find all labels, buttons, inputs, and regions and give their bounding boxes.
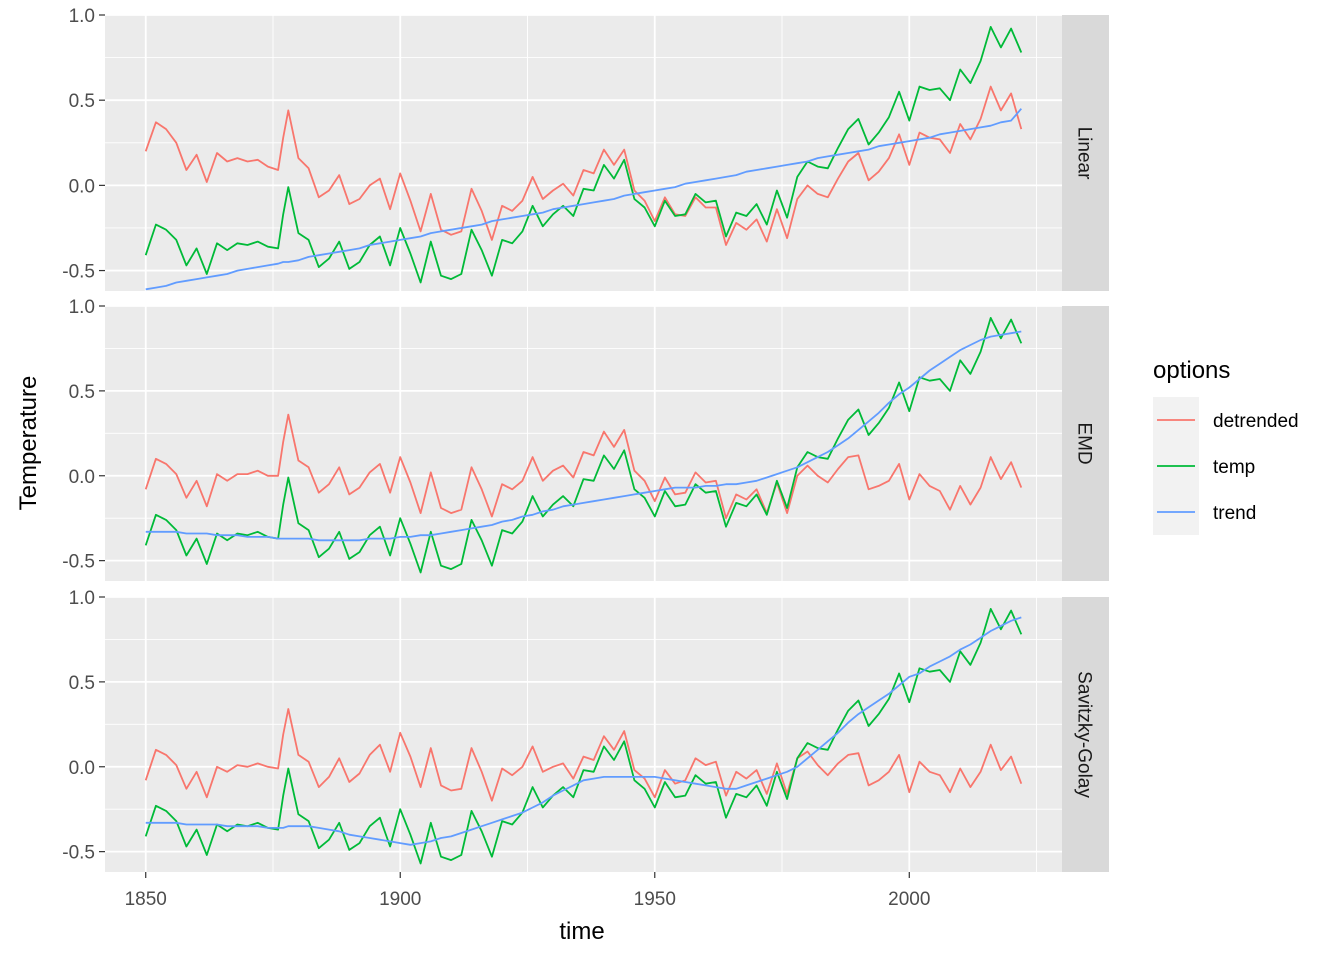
y-tick-label: -0.5 [62, 843, 95, 864]
series-line-temp [144, 317, 1023, 574]
y-tick-label: 0.0 [69, 467, 95, 488]
y-tick-label: 1.0 [69, 6, 95, 27]
facet-strip-label: Savitzky-Golay [1074, 671, 1095, 798]
facet-panel-emd: -0.5 0.0 0.5 1.0 EMD [62, 297, 1109, 581]
legend: options detrended temp trend [1153, 357, 1299, 535]
legend-label: trend [1213, 503, 1256, 524]
legend-label: temp [1213, 457, 1255, 478]
facet-strip-label: EMD [1074, 422, 1095, 464]
series-line-temp [144, 26, 1023, 284]
y-tick-label: 0.5 [69, 673, 95, 694]
panel-background [105, 306, 1062, 581]
panel-background [105, 597, 1062, 872]
series-line-detrended [144, 413, 1023, 520]
facet-panel-linear: -0.5 0.0 0.5 1.0 Linear [62, 6, 1109, 291]
x-tick-label: 2000 [888, 889, 930, 910]
x-axis: 1850 1900 1950 2000 [125, 872, 930, 910]
series-line-trend [145, 330, 1022, 542]
y-axis-title: Temperature [15, 376, 42, 511]
x-tick-label: 1950 [634, 889, 676, 910]
facet-strip [1062, 15, 1109, 291]
legend-label: detrended [1213, 411, 1299, 432]
y-tick-label: -0.5 [62, 552, 95, 573]
facet-strip [1062, 306, 1109, 581]
y-tick-label: 0.5 [69, 91, 95, 112]
y-tick-label: 1.0 [69, 297, 95, 318]
series-line-trend [145, 108, 1022, 291]
y-tick-label: 0.0 [69, 176, 95, 197]
legend-title: options [1153, 357, 1230, 384]
y-tick-label: 1.0 [69, 588, 95, 609]
x-axis-title: time [559, 918, 604, 945]
y-tick-label: 0.0 [69, 758, 95, 779]
series-line-detrended [144, 708, 1023, 802]
series-line-detrended [144, 85, 1023, 246]
facet-strip [1062, 597, 1109, 872]
x-tick-label: 1850 [125, 889, 167, 910]
y-tick-label: -0.5 [62, 262, 95, 283]
x-tick-label: 1900 [379, 889, 421, 910]
series-line-trend [145, 616, 1022, 846]
panel-background [105, 15, 1062, 291]
facet-panel-savitzky-golay: -0.5 0.0 0.5 1.0 Savitzky-Golay [62, 588, 1109, 872]
facet-strip-label: Linear [1074, 127, 1095, 180]
y-tick-label: 0.5 [69, 382, 95, 403]
